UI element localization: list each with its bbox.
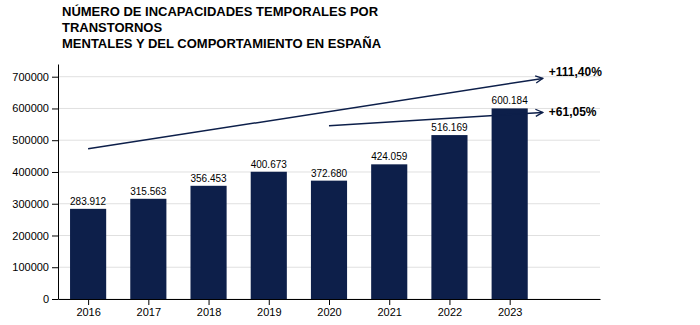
- title-line: TRANSTORNOS: [62, 20, 162, 35]
- x-tick: 2018: [197, 299, 221, 318]
- data-label: 424.059: [371, 151, 408, 162]
- y-tick-label: 700000: [12, 71, 49, 83]
- chart: 0 100000 200000 300000 400000 500000 600000 700…: [0, 0, 700, 325]
- x-tick-mark: [449, 299, 450, 305]
- y-tick-mark: [52, 172, 58, 173]
- x-axis: 2016 2017 2018 2019 2020 2021 2022 2023: [59, 299, 601, 318]
- title-line: MENTALES Y DEL COMPORTAMIENTO EN ESPAÑA: [62, 36, 382, 51]
- y-axis-line: [58, 65, 59, 300]
- bar: [130, 199, 166, 299]
- y-tick-label: 500000: [12, 134, 49, 146]
- bar: [311, 181, 347, 299]
- y-tick: 600000: [12, 102, 58, 114]
- y-tick: 100000: [12, 261, 58, 273]
- data-labels: 283.912 315.563 356.453 400.673 372.680 424.0…: [70, 95, 528, 206]
- arrow: [329, 112, 543, 125]
- bar: [70, 209, 106, 299]
- x-tick-mark: [329, 299, 330, 305]
- y-tick: 300000: [12, 198, 58, 210]
- x-tick-label: 2020: [317, 306, 341, 318]
- y-tick: 0: [43, 293, 58, 305]
- y-tick-label: 200000: [12, 230, 49, 242]
- y-tick-label: 0: [43, 293, 49, 305]
- y-tick-mark: [52, 140, 58, 141]
- bar: [190, 186, 226, 299]
- y-tick: 700000: [12, 71, 58, 83]
- bar: [431, 135, 467, 299]
- arrow: [88, 78, 543, 148]
- data-label: 283.912: [70, 196, 107, 207]
- bar: [492, 108, 528, 299]
- bars: [70, 108, 528, 299]
- x-tick-mark: [209, 299, 210, 305]
- title-line: NÚMERO DE INCAPACIDADES TEMPORALES POR: [62, 4, 379, 19]
- data-label: 600.184: [492, 95, 529, 106]
- data-label: 356.453: [190, 173, 227, 184]
- x-tick: 2021: [377, 299, 401, 318]
- y-tick: 500000: [12, 134, 58, 146]
- data-label: 372.680: [311, 168, 348, 179]
- y-tick: 400000: [12, 166, 58, 178]
- x-tick-label: 2023: [498, 306, 522, 318]
- y-tick-mark: [52, 299, 58, 300]
- data-label: 315.563: [130, 186, 167, 197]
- y-tick-label: 300000: [12, 198, 49, 210]
- x-tick: 2023: [498, 299, 522, 318]
- y-axis: 0 100000 200000 300000 400000 500000 600000 700…: [12, 65, 58, 306]
- y-tick-mark: [52, 108, 58, 109]
- y-tick-mark: [52, 204, 58, 205]
- plot: 0 100000 200000 300000 400000 500000 600000 700…: [12, 65, 602, 318]
- bar: [371, 164, 407, 299]
- y-tick-mark: [52, 235, 58, 236]
- y-tick-mark: [52, 267, 58, 268]
- x-tick-label: 2018: [197, 306, 221, 318]
- y-tick-label: 400000: [12, 166, 49, 178]
- x-tick-mark: [389, 299, 390, 305]
- y-tick: 200000: [12, 230, 58, 242]
- x-tick-mark: [148, 299, 149, 305]
- title: NÚMERO DE INCAPACIDADES TEMPORALES PORTR…: [62, 4, 382, 51]
- annotation: +61,05%: [549, 105, 597, 119]
- x-tick-mark: [88, 299, 89, 305]
- x-tick: 2022: [438, 299, 462, 318]
- x-tick: 2020: [317, 299, 341, 318]
- data-label: 400.673: [251, 159, 288, 170]
- x-tick-mark: [269, 299, 270, 305]
- x-tick-label: 2021: [377, 306, 401, 318]
- x-tick-label: 2016: [76, 306, 100, 318]
- y-tick-label: 100000: [12, 261, 49, 273]
- x-tick-label: 2022: [438, 306, 462, 318]
- annotations: +111,40% +61,05%: [88, 65, 602, 149]
- x-tick-mark: [510, 299, 511, 305]
- annotation: +111,40%: [549, 65, 602, 79]
- grid-line: [58, 76, 600, 77]
- x-tick: 2017: [137, 299, 161, 318]
- x-tick: 2019: [257, 299, 281, 318]
- y-tick-label: 600000: [12, 102, 49, 114]
- bar: [251, 172, 287, 299]
- x-tick-label: 2019: [257, 306, 281, 318]
- x-tick-label: 2017: [137, 306, 161, 318]
- y-tick-mark: [52, 77, 58, 78]
- x-tick: 2016: [76, 299, 100, 318]
- grid: [58, 77, 600, 299]
- data-label: 516.169: [431, 122, 468, 133]
